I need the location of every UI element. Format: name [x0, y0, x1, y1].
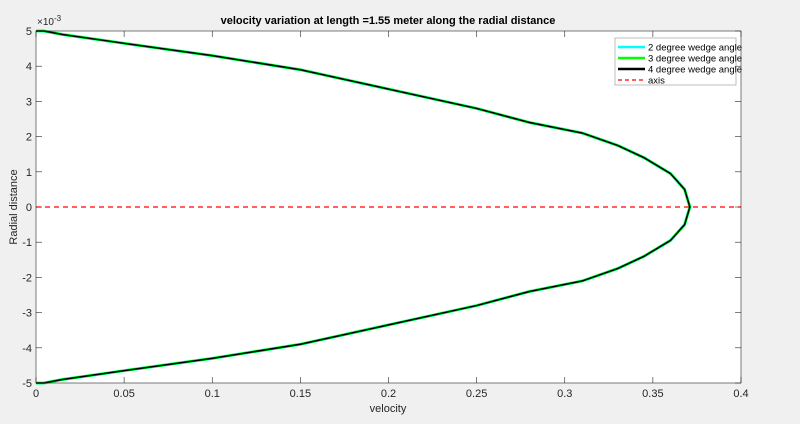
y-tick-label: -2	[22, 272, 32, 284]
x-tick-label: 0.3	[557, 388, 572, 400]
x-tick-label: 0.05	[113, 388, 134, 400]
y-tick-label: -5	[22, 378, 32, 390]
legend-label: axis	[648, 76, 665, 87]
y-tick-label: -3	[22, 308, 32, 320]
data-lines	[36, 29, 741, 385]
y-tick-label: 3	[26, 96, 32, 108]
x-tick-label: 0.2	[381, 388, 396, 400]
plot-border	[35, 30, 742, 384]
x-tick-label: 0.1	[205, 388, 220, 400]
legend-label: 2 degree wedge angle	[648, 43, 742, 54]
x-tick-label: 0.35	[642, 388, 663, 400]
y-tick-label: -1	[22, 237, 32, 249]
x-tick-label: 0.25	[466, 388, 487, 400]
y-tick-label: 2	[26, 132, 32, 144]
y-tick-label: 0	[26, 202, 32, 214]
x-tick-label: 0.4	[733, 388, 748, 400]
series-line	[36, 30, 691, 384]
y-tick-label: 5	[26, 26, 32, 38]
x-axis-label: velocity	[370, 403, 407, 415]
y-exponent: ×10-3	[37, 14, 62, 28]
legend-label: 3 degree wedge angle	[648, 54, 742, 65]
y-tick-label: 4	[26, 61, 32, 73]
x-tick-label: 0.15	[290, 388, 311, 400]
x-tick-label: 0	[33, 388, 39, 400]
y-tick-label: -4	[22, 343, 32, 355]
chart-title: velocity variation at length =1.55 meter…	[221, 15, 556, 27]
axis-ticks: 0 0.05 0.1 0.15 0.2 0.25 0.3 0.35 0.4 5 4 3 2 1 0 -1 -2 -…	[22, 26, 748, 400]
y-axis-label: Radial distance	[8, 169, 20, 244]
y-tick-label: 1	[26, 167, 32, 179]
legend-label: 4 degree wedge angle	[648, 65, 742, 76]
